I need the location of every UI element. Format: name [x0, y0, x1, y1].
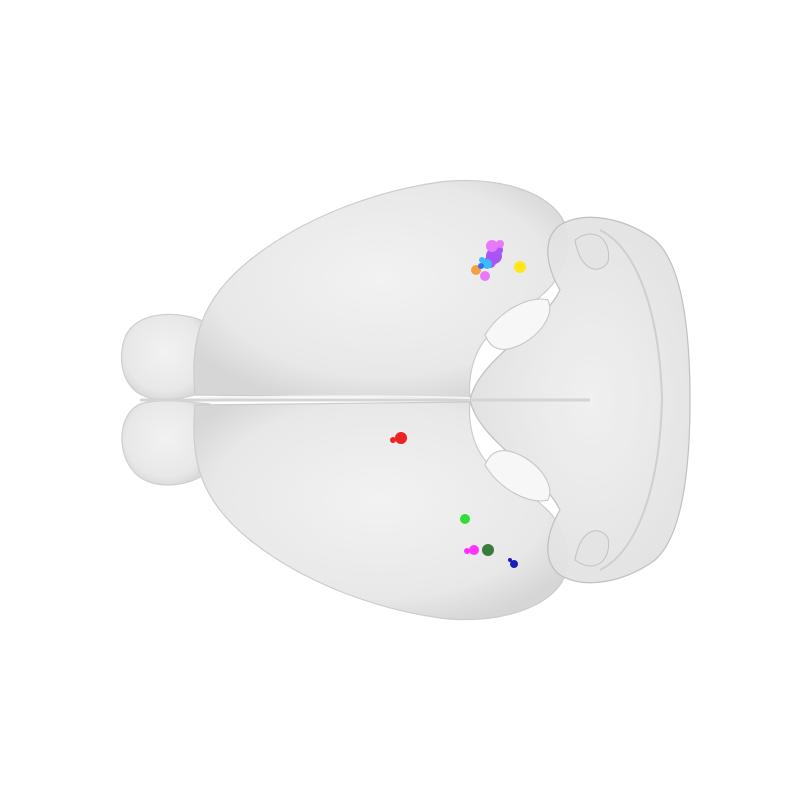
marker-dark-blue-spot [510, 560, 518, 568]
marker-dark-blue [508, 558, 518, 568]
marker-green-spot [460, 514, 470, 524]
midbrain-fold-top [484, 298, 551, 350]
marker-red [390, 432, 407, 444]
cerebellum-lobe-bottom [574, 530, 610, 567]
marker-magenta-spot [469, 545, 479, 555]
midbrain-fold-bottom [484, 450, 551, 502]
olfactory-bulb-top [120, 313, 211, 400]
marker-blue-cluster [478, 263, 484, 269]
marker-yellow [514, 261, 526, 273]
midline-highlight [199, 395, 471, 399]
marker-pink-cluster [480, 240, 504, 281]
marker-dark-blue-spot [508, 558, 512, 562]
marker-light-blue-cluster-spot [479, 257, 485, 263]
marker-dark-green [482, 544, 494, 556]
marker-red-spot [390, 437, 396, 443]
marker-green [460, 514, 470, 524]
marker-dark-green-spot [482, 544, 494, 556]
marker-pink-cluster-spot [496, 240, 504, 248]
marker-pink-cluster-spot [486, 240, 498, 252]
marker-pink-cluster-spot [480, 271, 490, 281]
marker-magenta-spot [464, 548, 470, 554]
marker-magenta [464, 545, 479, 555]
marker-layer [390, 240, 526, 568]
marker-blue-cluster-spot [478, 263, 484, 269]
cerebellum-inner-ridge [599, 229, 664, 571]
marker-red-spot [395, 432, 407, 444]
cerebellum-lobe-top [574, 233, 610, 270]
marker-light-blue-cluster [479, 257, 492, 269]
marker-yellow-spot [514, 261, 526, 273]
